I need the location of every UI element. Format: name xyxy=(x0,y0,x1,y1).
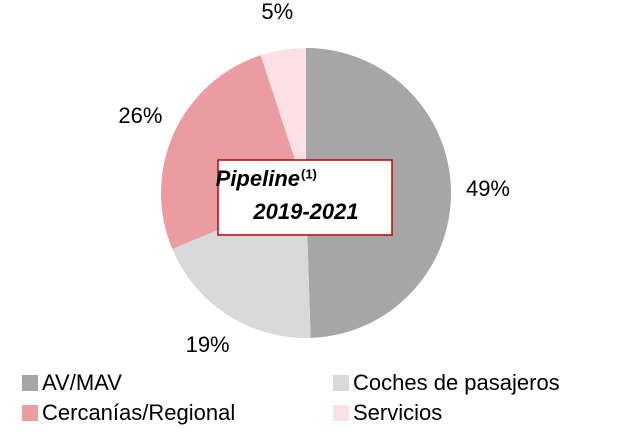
legend-swatch xyxy=(22,375,38,391)
data-label: 5% xyxy=(261,0,293,24)
legend-swatch xyxy=(333,375,349,391)
pie-slice xyxy=(260,48,306,193)
annotation-superscript: (1) xyxy=(301,166,317,181)
annotation-title: Pipeline xyxy=(216,166,300,191)
data-label: 49% xyxy=(466,176,510,201)
data-label: 26% xyxy=(118,103,162,128)
legend-label: Cercanías/Regional xyxy=(42,400,235,425)
legend-label: Coches de pasajeros xyxy=(353,370,560,395)
data-label: 19% xyxy=(186,332,230,357)
legend-swatch xyxy=(333,405,349,421)
legend-label: Servicios xyxy=(353,400,442,425)
annotation-subtitle: 2019-2021 xyxy=(252,199,358,224)
legend-swatch xyxy=(22,405,38,421)
annotation-box xyxy=(217,159,393,236)
legend-label: AV/MAV xyxy=(42,370,122,395)
